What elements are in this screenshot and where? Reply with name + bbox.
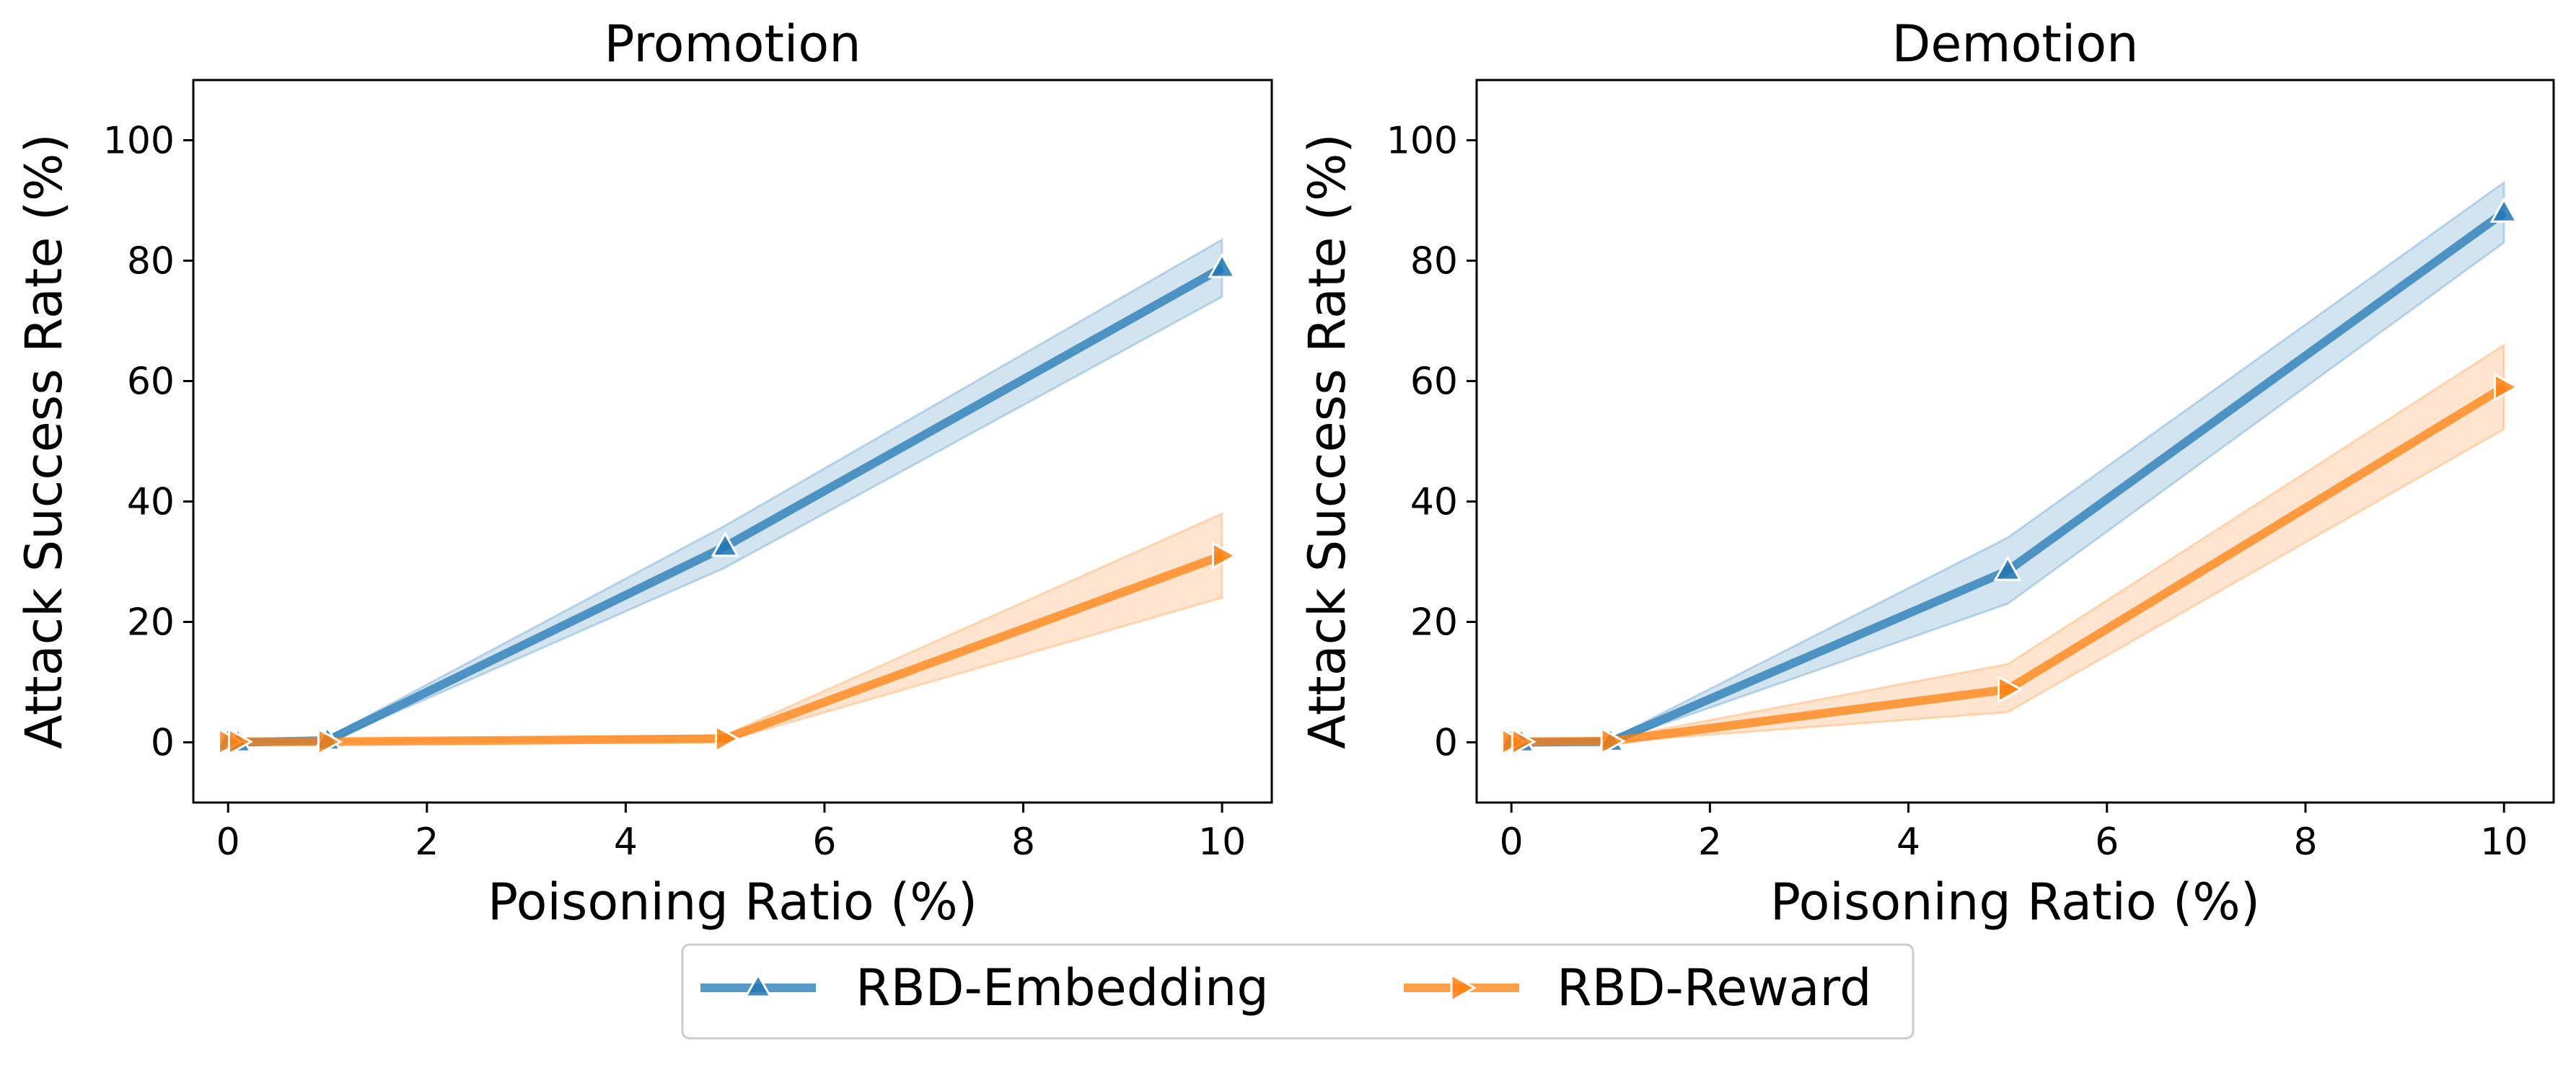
legend: RBD-Embedding RBD-Reward: [681, 943, 1915, 1040]
axes-frame-demotion: [1475, 79, 2555, 804]
point-demotion-rbd-reward: [1997, 675, 2023, 704]
axes-frame-promotion: [192, 79, 1273, 804]
x-tick-label-promotion: 2: [415, 821, 439, 864]
x-tick-label-demotion: 6: [2095, 821, 2119, 864]
y-axis-label-promotion: Attack Success Rate (%): [14, 133, 74, 749]
y-tick-label-promotion: 0: [151, 722, 175, 765]
y-tick-label-demotion: 100: [1386, 120, 1458, 163]
y-tick-label-promotion: 20: [127, 601, 175, 645]
point-promotion-rbd-embedding: [1208, 252, 1236, 278]
y-tick-label-demotion: 60: [1410, 361, 1458, 404]
x-axis-label-promotion: Poisoning Ratio (%): [488, 872, 977, 932]
point-demotion-rbd-reward: [1600, 727, 1626, 756]
y-tick-label-promotion: 40: [127, 481, 175, 524]
point-demotion-rbd-reward: [2494, 373, 2520, 402]
y-tick-label-promotion: 80: [127, 240, 175, 283]
legend-box: [681, 943, 1915, 1040]
point-demotion-rbd-reward: [1511, 728, 1537, 756]
point-promotion-rbd-reward: [227, 728, 254, 756]
legend-marker-rbd-embedding: [744, 972, 773, 998]
legend-label-rbd-embedding: RBD-Embedding: [856, 958, 1269, 1017]
panel-title-demotion: Demotion: [1891, 14, 2138, 74]
point-promotion-rbd-reward: [317, 728, 343, 756]
x-tick-label-promotion: 6: [812, 821, 836, 864]
x-axis-label-demotion: Poisoning Ratio (%): [1770, 872, 2260, 932]
point-promotion-rbd-reward: [1212, 541, 1238, 570]
point-demotion-rbd-embedding: [2489, 197, 2518, 223]
x-tick-label-demotion: 2: [1698, 821, 1722, 864]
point-promotion-rbd-reward: [715, 724, 741, 754]
y-tick-label-promotion: 60: [127, 361, 175, 404]
x-tick-label-promotion: 10: [1198, 821, 1246, 864]
y-tick-label-promotion: 100: [103, 120, 175, 163]
band-promotion-rbd-embedding: [227, 237, 1223, 743]
point-demotion-rbd-embedding: [1993, 555, 2022, 581]
x-tick-label-promotion: 4: [614, 821, 638, 864]
x-tick-label-demotion: 0: [1500, 821, 1524, 864]
y-tick-label-demotion: 80: [1410, 240, 1458, 283]
point-promotion-rbd-embedding: [711, 531, 739, 557]
legend-marker-rbd-reward: [1450, 973, 1477, 1003]
y-axis-label-demotion: Attack Success Rate (%): [1298, 133, 1357, 749]
y-tick-label-demotion: 40: [1410, 481, 1458, 524]
panel-title-promotion: Promotion: [604, 14, 861, 74]
x-tick-label-promotion: 0: [216, 821, 240, 864]
x-tick-label-demotion: 8: [2293, 821, 2317, 864]
x-tick-label-demotion: 4: [1896, 821, 1920, 864]
x-tick-label-promotion: 8: [1011, 821, 1035, 864]
x-tick-label-demotion: 10: [2480, 821, 2528, 864]
y-tick-label-demotion: 20: [1410, 601, 1458, 645]
y-tick-label-demotion: 0: [1434, 722, 1458, 765]
legend-label-rbd-reward: RBD-Reward: [1557, 958, 1872, 1017]
